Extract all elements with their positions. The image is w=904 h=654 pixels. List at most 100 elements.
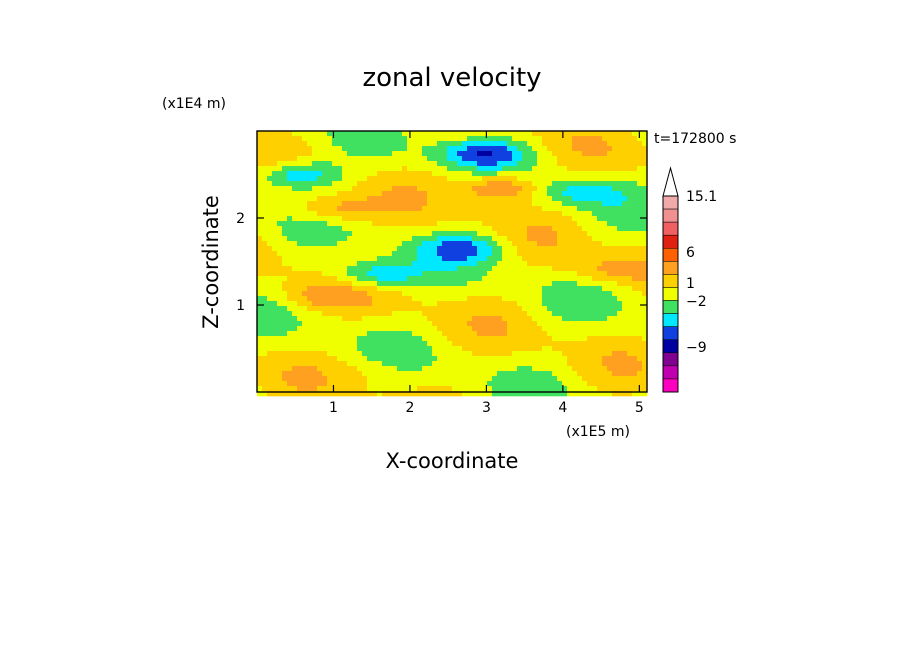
field-cell	[627, 321, 633, 327]
field-cell	[632, 246, 638, 252]
field-cell	[357, 271, 363, 277]
field-cell	[257, 166, 263, 172]
field-cell	[407, 261, 413, 267]
field-cell	[507, 196, 513, 202]
field-cell	[632, 326, 638, 332]
field-cell	[357, 131, 363, 137]
field-cell	[342, 296, 348, 302]
field-cell	[522, 281, 528, 287]
field-cell	[622, 291, 628, 297]
field-cell	[312, 146, 318, 152]
field-cell	[352, 156, 358, 162]
field-cell	[277, 311, 283, 317]
field-cell	[632, 306, 638, 312]
field-cell	[622, 346, 628, 352]
field-cell	[397, 221, 403, 227]
field-cell	[262, 221, 268, 227]
field-cell	[582, 241, 588, 247]
field-cell	[492, 316, 498, 322]
field-cell	[487, 166, 493, 172]
field-cell	[347, 226, 353, 232]
field-cell	[487, 321, 493, 327]
field-cell	[572, 266, 578, 272]
field-cell	[337, 141, 343, 147]
field-cell	[522, 296, 528, 302]
field-cell	[412, 211, 418, 217]
field-cell	[472, 306, 478, 312]
field-cell	[517, 351, 523, 357]
field-cell	[282, 366, 288, 372]
field-cell	[552, 311, 558, 317]
field-cell	[362, 286, 368, 292]
field-cell	[257, 316, 263, 322]
field-cell	[332, 371, 338, 377]
field-cell	[357, 341, 363, 347]
field-cell	[402, 296, 408, 302]
field-cell	[412, 266, 418, 272]
field-cell	[317, 346, 323, 352]
field-cell	[272, 211, 278, 217]
field-cell	[487, 286, 493, 292]
field-cell	[447, 226, 453, 232]
field-cell	[607, 226, 613, 232]
field-cell	[307, 341, 313, 347]
field-cell	[547, 221, 553, 227]
field-cell	[372, 141, 378, 147]
field-cell	[512, 366, 518, 372]
field-cell	[427, 391, 433, 397]
field-cell	[372, 166, 378, 172]
field-cell	[542, 206, 548, 212]
field-cell	[532, 351, 538, 357]
field-cell	[387, 131, 393, 137]
field-cell	[637, 281, 643, 287]
field-cell	[512, 351, 518, 357]
field-cell	[272, 176, 278, 182]
field-cell	[327, 336, 333, 342]
field-cell	[267, 131, 273, 137]
field-cell	[337, 156, 343, 162]
field-cell	[392, 356, 398, 362]
field-cell	[327, 171, 333, 177]
field-cell	[312, 216, 318, 222]
field-cell	[342, 181, 348, 187]
field-cell	[257, 131, 263, 137]
field-cell	[547, 256, 553, 262]
field-cell	[412, 136, 418, 142]
field-cell	[272, 386, 278, 392]
field-cell	[377, 241, 383, 247]
field-cell	[617, 391, 623, 397]
field-cell	[477, 376, 483, 382]
field-cell	[292, 321, 298, 327]
field-cell	[362, 211, 368, 217]
field-cell	[577, 146, 583, 152]
field-cell	[492, 256, 498, 262]
field-cell	[342, 166, 348, 172]
field-cell	[477, 266, 483, 272]
field-cell	[302, 281, 308, 287]
field-cell	[602, 181, 608, 187]
field-cell	[592, 281, 598, 287]
field-cell	[592, 191, 598, 197]
field-cell	[262, 266, 268, 272]
field-cell	[272, 291, 278, 297]
field-cell	[397, 331, 403, 337]
field-cell	[587, 306, 593, 312]
field-cell	[462, 201, 468, 207]
field-cell	[592, 221, 598, 227]
field-cell	[412, 236, 418, 242]
field-cell	[272, 346, 278, 352]
field-cell	[477, 346, 483, 352]
field-cell	[497, 166, 503, 172]
field-cell	[327, 321, 333, 327]
field-cell	[392, 161, 398, 167]
field-cell	[437, 301, 443, 307]
field-cell	[442, 376, 448, 382]
field-cell	[322, 241, 328, 247]
field-cell	[587, 181, 593, 187]
field-cell	[322, 386, 328, 392]
field-cell	[342, 306, 348, 312]
field-cell	[477, 311, 483, 317]
field-cell	[362, 291, 368, 297]
field-cell	[422, 276, 428, 282]
field-cell	[267, 306, 273, 312]
